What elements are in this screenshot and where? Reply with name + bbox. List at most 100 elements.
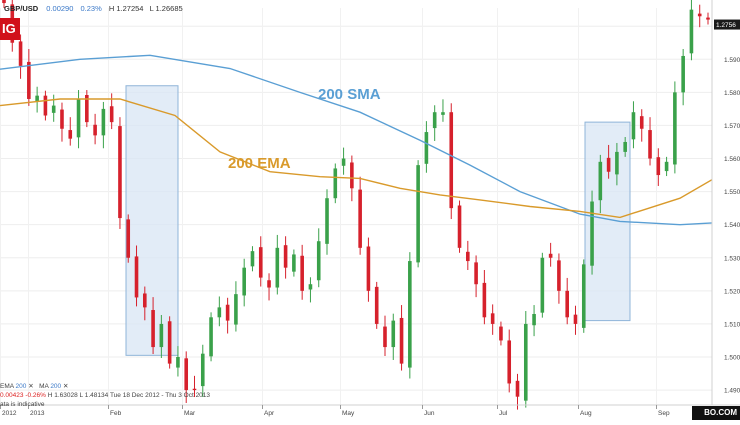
candle-body [548, 253, 553, 258]
candle-body [27, 61, 31, 99]
y-tick-label: 1.5200 [724, 288, 740, 295]
candle-body [275, 247, 280, 288]
candle-body [242, 267, 246, 296]
ema-legend-period: 200 [15, 383, 27, 390]
y-tick-label: 1.5600 [724, 156, 740, 163]
candle-body [267, 280, 271, 288]
y-tick-label: 1.5500 [724, 189, 740, 196]
candle-body [457, 205, 462, 248]
range-change-percent: -0.26% [25, 392, 46, 399]
candle-body [43, 95, 48, 116]
candle-body [598, 161, 603, 201]
candle-body [639, 116, 644, 129]
candle-body [200, 353, 205, 387]
indicator-legend-row-2: 0.00423 -0.26% H 1.63028 L 1.48134 Tue 1… [0, 391, 210, 400]
candle-body [68, 130, 73, 139]
x-tick-label: Aug [580, 410, 592, 417]
high-value: H 1.27254 [108, 4, 144, 13]
candle-body [664, 161, 669, 172]
candle-body [167, 321, 172, 364]
candle-body [466, 251, 470, 262]
sma-annotation: 200 SMA [318, 86, 381, 103]
candle-body [615, 151, 619, 175]
x-tick-label: Sep [658, 410, 670, 417]
candle-body [159, 323, 164, 348]
candle-body [118, 126, 122, 219]
candle-body [507, 340, 512, 384]
candle-body [565, 290, 569, 318]
candle-body [383, 326, 387, 348]
y-tick-label: 1.5400 [724, 222, 740, 229]
indicator-legend-row-1: EMA 200 ✕ MA 200 ✕ [0, 382, 210, 391]
y-tick-label: 1.5800 [724, 90, 740, 97]
y-tick-label: 1.5000 [724, 354, 740, 361]
range-low: L 1.48134 [79, 392, 109, 399]
candle-body [2, 0, 6, 4]
candle-body [60, 109, 64, 129]
candle-body [283, 245, 288, 268]
symbol-label: GBP/USD [4, 4, 39, 13]
candle-body [399, 317, 404, 364]
candle-body [681, 55, 685, 93]
chart-header: GBP/USD 0.00290 0.23% H 1.27254 L 1.2668… [4, 4, 187, 13]
candle-body [225, 304, 230, 321]
candle-body [623, 141, 627, 152]
y-tick-label: 1.5900 [724, 57, 740, 64]
candle-body [126, 219, 131, 258]
x-tick-label: Apr [264, 410, 275, 417]
candle-body [581, 264, 586, 328]
candle-body [151, 310, 155, 348]
ma-remove-icon[interactable]: ✕ [62, 383, 69, 390]
ema-annotation: 200 EMA [228, 155, 291, 172]
price-axis-background [712, 0, 740, 420]
candle-body [573, 314, 578, 324]
candle-body [300, 255, 304, 291]
candle-body [109, 106, 114, 123]
candle-body [250, 251, 255, 267]
ig-logo: IG [0, 18, 20, 40]
candle-body [258, 247, 263, 278]
candle-body [648, 130, 652, 159]
candle-body [408, 261, 412, 368]
candle-body [557, 260, 561, 291]
candle-body [101, 108, 106, 136]
candle-body [217, 307, 222, 318]
moving-averages [0, 54, 740, 226]
last-price-label: 1.2756 [716, 22, 736, 29]
candle-body [532, 313, 536, 326]
candle-body [192, 388, 197, 391]
candle-body [292, 254, 296, 272]
candle-body [432, 112, 437, 129]
candle-body [350, 162, 354, 189]
x-tick-label: Feb [110, 410, 122, 417]
y-tick-label: 1.5100 [724, 321, 740, 328]
y-tick-label: 1.4900 [724, 388, 740, 395]
last-price-tag [714, 19, 740, 30]
x-tick-label: Jul [499, 410, 508, 417]
x-tick-label: May [342, 410, 355, 417]
candles [2, 0, 710, 410]
candle-body [474, 262, 478, 285]
candle-body [523, 323, 528, 401]
candle-body [366, 246, 371, 291]
candle-body [35, 95, 39, 102]
candle-body [333, 168, 338, 199]
candle-body [590, 201, 594, 266]
x-tick-label: Jun [424, 410, 435, 417]
range-dates: Tue 18 Dec 2012 - Thu 3 Oct 2013 [109, 392, 211, 399]
candle-body [341, 158, 346, 166]
candle-body [416, 165, 420, 263]
candle-body [706, 17, 710, 20]
ema-200-line [0, 98, 740, 219]
x-tick-label: Mar [184, 410, 196, 417]
candle-body [499, 326, 503, 341]
range-change-value: 0.00423 [0, 392, 24, 399]
candle-body [540, 257, 545, 313]
candle-body [482, 282, 487, 318]
candle-body [656, 157, 661, 176]
ema-remove-icon[interactable]: ✕ [28, 383, 34, 390]
candle-body [85, 95, 89, 123]
candle-body [449, 112, 454, 209]
